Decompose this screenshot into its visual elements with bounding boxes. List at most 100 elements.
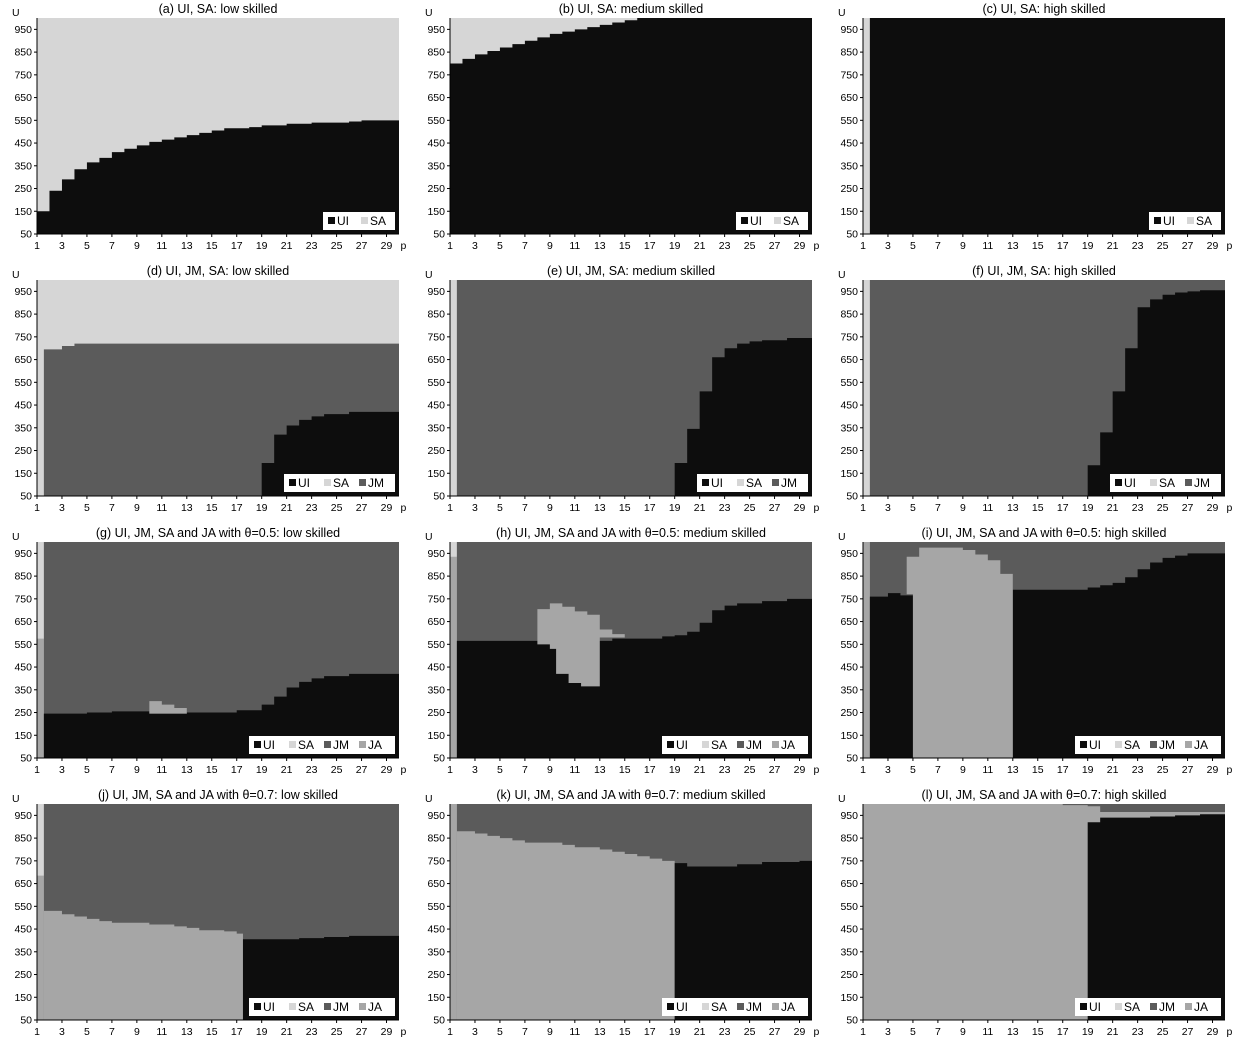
legend-label-SA: SA xyxy=(333,476,349,490)
legend-swatch-JM xyxy=(737,741,744,748)
x-tick-label: 27 xyxy=(356,240,368,252)
y-tick-label: 350 xyxy=(14,684,32,696)
x-tick-label: 3 xyxy=(472,240,478,252)
x-tick-label: 29 xyxy=(1207,240,1219,252)
y-axis-label: U xyxy=(425,7,433,19)
y-axis-label: U xyxy=(12,269,20,281)
x-tick-label: 29 xyxy=(381,1026,393,1038)
x-tick-label: 9 xyxy=(960,240,966,252)
legend-label-UI: UI xyxy=(298,476,310,490)
y-tick-label: 350 xyxy=(427,422,445,434)
legend-swatch-JM xyxy=(1150,741,1157,748)
legend-label-JA: JA xyxy=(1194,1000,1208,1014)
legend-label-UI: UI xyxy=(1089,1000,1101,1014)
legend-swatch-SA xyxy=(1115,741,1122,748)
legend-label-UI: UI xyxy=(750,214,762,228)
chart-panel-a: 50 150 250 350 450 550 650 750 850 950 1 3 5 7 9 11 13 15… xyxy=(0,0,413,262)
x-tick-label: 9 xyxy=(134,240,140,252)
y-tick-label: 950 xyxy=(427,810,445,822)
x-axis-label: p xyxy=(1227,1026,1233,1038)
y-tick-label: 50 xyxy=(846,229,858,241)
chart-panel-i: 50 150 250 350 450 550 650 750 850 950 1 3 5 7 9 11 13 15… xyxy=(826,524,1239,786)
x-tick-label: 23 xyxy=(306,240,318,252)
x-tick-label: 15 xyxy=(619,1026,631,1038)
chart-panel-b: 50 150 250 350 450 550 650 750 850 950 1 3 5 7 9 11 13 15… xyxy=(413,0,826,262)
y-tick-label: 950 xyxy=(427,548,445,560)
legend-label-JA: JA xyxy=(781,1000,795,1014)
x-tick-label: 15 xyxy=(1032,1026,1044,1038)
region-UI-3 xyxy=(674,860,812,1020)
legend-swatch-JM xyxy=(324,741,331,748)
y-tick-label: 450 xyxy=(840,400,858,412)
legend-label-UI: UI xyxy=(676,738,688,752)
legend-swatch-SA xyxy=(289,1003,296,1010)
region-UI-2 xyxy=(869,593,913,758)
legend-label-UI: UI xyxy=(1163,214,1175,228)
x-tick-label: 21 xyxy=(694,764,706,776)
x-tick-label: 15 xyxy=(206,764,218,776)
y-tick-label: 650 xyxy=(427,878,445,890)
y-tick-label: 350 xyxy=(427,684,445,696)
y-tick-label: 250 xyxy=(14,445,32,457)
x-tick-label: 17 xyxy=(1057,764,1069,776)
x-tick-label: 21 xyxy=(694,240,706,252)
x-tick-label: 21 xyxy=(1107,1026,1119,1038)
x-tick-label: 17 xyxy=(231,1026,243,1038)
y-tick-label: 150 xyxy=(840,730,858,742)
x-tick-label: 11 xyxy=(156,240,167,252)
region-JA-3 xyxy=(149,701,187,714)
y-tick-label: 650 xyxy=(840,354,858,366)
y-axis-label: U xyxy=(425,269,433,281)
x-tick-label: 3 xyxy=(59,502,65,514)
x-tick-label: 7 xyxy=(935,764,941,776)
y-tick-label: 250 xyxy=(427,969,445,981)
y-tick-label: 550 xyxy=(840,901,858,913)
y-tick-label: 450 xyxy=(840,138,858,150)
x-tick-label: 27 xyxy=(769,764,781,776)
x-tick-label: 15 xyxy=(1032,240,1044,252)
legend-label-SA: SA xyxy=(298,738,314,752)
y-tick-label: 550 xyxy=(14,377,32,389)
y-tick-label: 150 xyxy=(840,206,858,218)
legend-box xyxy=(323,212,395,230)
x-tick-label: 9 xyxy=(547,240,553,252)
y-tick-label: 150 xyxy=(427,206,445,218)
y-axis-label: U xyxy=(838,7,846,19)
y-tick-label: 350 xyxy=(840,946,858,958)
x-tick-label: 29 xyxy=(794,764,806,776)
legend-label-SA: SA xyxy=(370,214,386,228)
x-tick-label: 3 xyxy=(472,764,478,776)
x-tick-label: 7 xyxy=(109,240,115,252)
x-tick-label: 25 xyxy=(1157,764,1169,776)
y-tick-label: 750 xyxy=(427,331,445,343)
x-tick-label: 1 xyxy=(447,764,453,776)
legend-box xyxy=(1149,212,1221,230)
legend-box xyxy=(697,474,808,492)
x-tick-label: 13 xyxy=(1007,764,1019,776)
x-tick-label: 7 xyxy=(935,502,941,514)
y-tick-label: 350 xyxy=(14,946,32,958)
legend-label-UI: UI xyxy=(337,214,349,228)
y-axis-label: U xyxy=(838,531,846,543)
legend-swatch-SA xyxy=(702,1003,709,1010)
x-tick-label: 23 xyxy=(719,764,731,776)
x-tick-label: 27 xyxy=(1182,764,1194,776)
legend-swatch-UI xyxy=(289,479,296,486)
legend-swatch-JA xyxy=(772,741,779,748)
x-tick-label: 1 xyxy=(34,502,40,514)
x-tick-label: 5 xyxy=(910,502,916,514)
y-tick-label: 450 xyxy=(427,138,445,150)
x-tick-label: 7 xyxy=(109,1026,115,1038)
y-axis-label: U xyxy=(838,793,846,805)
y-tick-label: 650 xyxy=(427,354,445,366)
y-tick-label: 950 xyxy=(840,286,858,298)
x-tick-label: 7 xyxy=(522,502,528,514)
chart-title: (c) UI, SA: high skilled xyxy=(983,2,1106,16)
y-tick-label: 250 xyxy=(840,707,858,719)
x-tick-label: 19 xyxy=(669,502,681,514)
region-UI-2 xyxy=(1087,814,1225,1020)
x-tick-label: 13 xyxy=(181,240,193,252)
legend-swatch-UI xyxy=(1080,1003,1087,1010)
